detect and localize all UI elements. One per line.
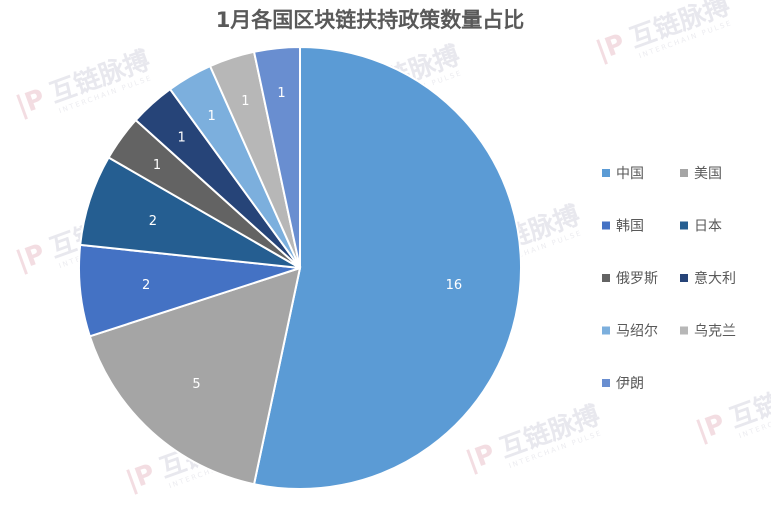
legend-swatch-7	[602, 326, 610, 335]
legend-swatch-5	[602, 274, 610, 282]
data-label-7: 1	[207, 109, 215, 124]
legend-label-6: 意大利	[694, 270, 736, 287]
svg-text:|P: |P	[122, 459, 159, 497]
data-label-2: 5	[192, 377, 200, 392]
svg-text:|P: |P	[12, 239, 49, 277]
legend-swatch-2	[680, 169, 688, 177]
svg-text:|P: |P	[12, 84, 49, 122]
pie-slice-1	[252, 45, 522, 490]
legend-swatch-3	[602, 221, 610, 230]
legend-swatch-9	[602, 379, 610, 387]
svg-text:|P: |P	[462, 439, 499, 477]
legend-label-8: 乌克兰	[694, 324, 736, 340]
data-label-9: 1	[277, 86, 285, 101]
pie-slice-2	[88, 266, 302, 486]
legend-label-4: 日本	[694, 219, 722, 235]
legend-label-1: 中国	[616, 166, 644, 182]
data-label-8: 1	[241, 94, 249, 109]
legend-swatch-4	[680, 221, 688, 230]
legend-swatch-1	[602, 169, 610, 177]
chart-title: 1月各国区块链扶持政策数量占比	[216, 8, 525, 32]
legend-label-3: 韩国	[616, 219, 644, 235]
data-label-6: 1	[178, 131, 186, 146]
data-label-3: 2	[142, 278, 150, 293]
data-label-4: 2	[149, 214, 157, 229]
legend-label-7: 马绍尔	[616, 324, 658, 340]
legend-swatch-8	[680, 326, 688, 335]
legend-swatch-6	[680, 274, 688, 282]
legend-label-2: 美国	[694, 166, 722, 182]
data-label-5: 1	[153, 158, 161, 173]
legend-label-9: 伊朗	[616, 376, 644, 392]
svg-text:|P: |P	[592, 29, 629, 67]
data-label-1: 16	[446, 278, 463, 293]
pie-slice-9	[252, 45, 301, 269]
svg-text:|P: |P	[692, 409, 729, 447]
legend-label-5: 俄罗斯	[616, 271, 658, 287]
slice-labels: 16 5 2 2 1 1 1 1 1	[142, 86, 462, 392]
pie-slices	[78, 45, 522, 490]
